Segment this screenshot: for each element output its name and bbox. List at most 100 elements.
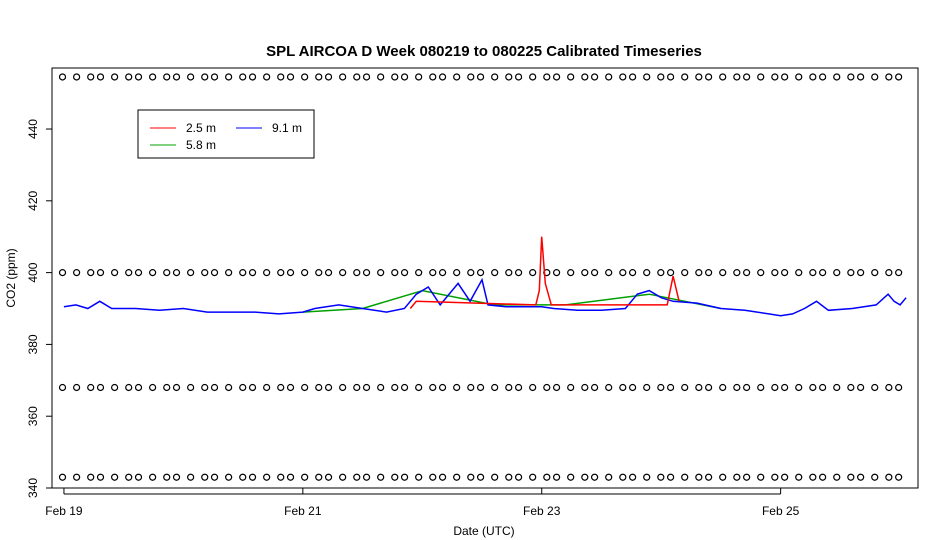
flag-marker-3-56 [771,473,779,481]
flag-marker-1-66 [895,269,903,277]
flag-marker-2-21 [324,383,333,392]
flag-marker-3-38 [543,473,551,481]
flag-marker-3-39 [552,473,561,481]
flag-marker-0-9 [172,73,181,81]
flag-marker-2-18 [286,383,295,392]
flag-marker-0-14 [239,73,247,81]
chart-title: SPL AIRCOA D Week 080219 to 080225 Calib… [266,43,702,60]
flag-marker-2-24 [362,383,371,392]
flag-marker-1-60 [819,269,827,277]
flag-marker-3-29 [429,473,437,481]
flag-marker-2-28 [415,383,423,392]
flag-marker-0-48 [667,73,675,81]
flag-marker-3-31 [453,473,461,481]
flag-marker-1-62 [847,269,855,277]
flag-marker-3-5 [125,473,133,481]
flag-marker-0-51 [705,73,713,81]
flag-marker-1-55 [757,269,765,277]
flag-marker-1-25 [377,269,385,277]
flag-marker-1-26 [391,269,399,277]
flag-marker-1-29 [429,269,437,277]
flag-marker-2-9 [172,383,181,392]
flag-marker-2-65 [885,383,893,392]
plot-frame [51,67,919,489]
flag-marker-0-66 [895,73,903,81]
flag-marker-3-40 [567,473,575,481]
x-axis-label: Date (UTC) [453,524,514,538]
flag-marker-1-59 [809,269,817,277]
flag-marker-3-11 [201,473,209,481]
flag-marker-0-33 [476,73,485,81]
flag-marker-0-65 [885,73,893,81]
flag-marker-0-1 [73,73,81,81]
flag-marker-0-18 [286,73,295,81]
flag-marker-3-16 [263,473,271,481]
flag-marker-0-6 [134,73,143,81]
flag-marker-0-4 [111,73,119,81]
flag-marker-1-28 [415,269,423,277]
flag-marker-2-38 [543,383,551,392]
flag-marker-3-65 [885,473,893,481]
flag-marker-1-64 [871,269,879,277]
flag-marker-2-25 [377,383,385,392]
flag-marker-2-19 [301,383,309,392]
flag-marker-1-57 [781,269,789,277]
flag-marker-1-35 [505,269,513,277]
flag-marker-3-64 [871,473,879,481]
flag-marker-0-16 [263,73,271,81]
flag-marker-3-24 [362,473,371,481]
flag-marker-3-19 [301,473,309,481]
flag-marker-3-57 [781,473,789,481]
flag-marker-0-60 [819,73,827,81]
y-tick-label-3: 400 [26,262,40,282]
flag-marker-0-15 [248,73,257,81]
y-tick-label-2: 380 [26,334,40,354]
flag-marker-3-27 [400,473,409,481]
flag-marker-3-50 [695,473,703,481]
flag-marker-2-51 [705,383,713,392]
flag-marker-2-35 [505,383,513,392]
flag-marker-2-41 [581,383,589,392]
flag-marker-0-52 [719,73,727,81]
flag-marker-2-3 [96,383,105,392]
flag-marker-2-54 [743,383,751,392]
flag-marker-2-64 [871,383,879,392]
flag-marker-1-54 [743,269,751,277]
flag-marker-0-49 [681,73,689,81]
flag-marker-0-37 [529,73,537,81]
flag-marker-3-22 [339,473,347,481]
flag-marker-0-28 [415,73,423,81]
flag-marker-0-12 [210,73,219,81]
flag-marker-1-0 [58,269,67,277]
flag-marker-2-2 [87,383,95,392]
flag-marker-3-14 [239,473,247,481]
flag-marker-2-17 [277,383,285,392]
flag-marker-0-40 [567,73,575,81]
y-tick-label-0: 340 [26,478,40,498]
flag-marker-1-14 [239,269,247,277]
flag-marker-0-20 [315,73,323,81]
x-tick-label-2: Feb 23 [523,504,561,518]
flag-marker-3-47 [657,473,665,481]
flag-marker-0-56 [771,73,779,81]
flag-marker-1-48 [667,269,675,277]
flag-marker-3-59 [809,473,817,481]
flag-marker-0-0 [58,73,67,81]
flag-marker-1-8 [163,269,171,277]
flag-marker-0-64 [871,73,879,81]
flag-marker-2-61 [833,383,841,392]
x-tick-label-0: Feb 19 [45,504,83,518]
flag-marker-2-20 [315,383,323,392]
legend-label-9-1m: 9.1 m [272,121,302,135]
flag-marker-3-36 [514,473,523,481]
flag-marker-3-46 [643,473,651,481]
flag-marker-3-37 [529,473,537,481]
flag-marker-2-1 [73,383,81,392]
flag-marker-0-32 [467,73,475,81]
flag-marker-2-33 [476,383,485,392]
flag-marker-0-46 [643,73,651,81]
flag-marker-2-39 [552,383,561,392]
flag-marker-1-23 [353,269,361,277]
legend-label-5-8m: 5.8 m [186,138,216,152]
